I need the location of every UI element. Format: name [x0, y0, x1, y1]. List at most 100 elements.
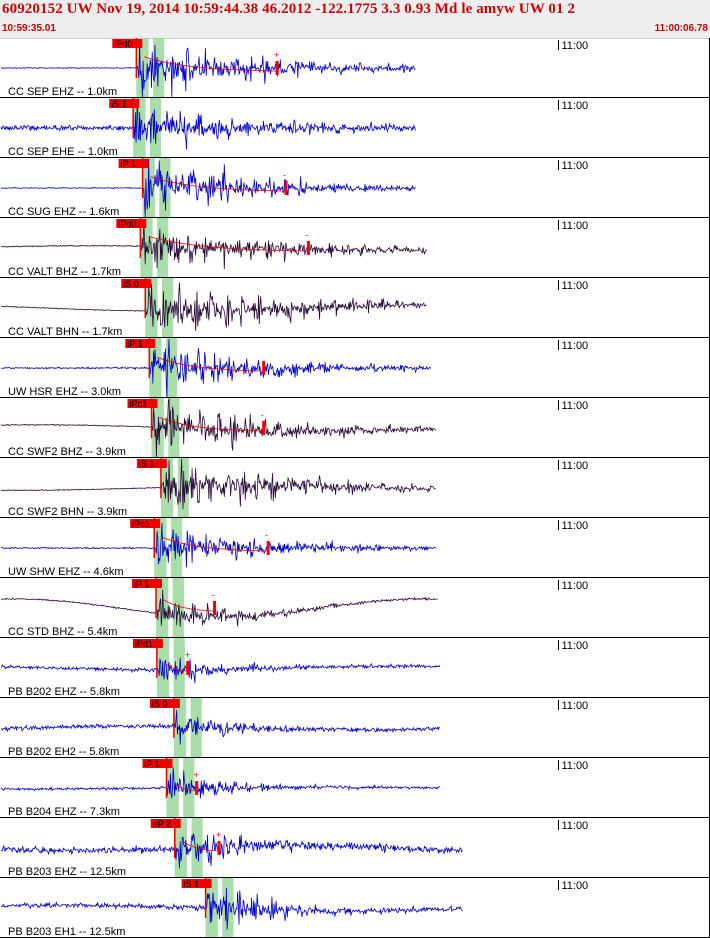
- waveform: [0, 833, 463, 869]
- coda-marker: [262, 421, 266, 435]
- pick-label: iP 1: [134, 579, 149, 589]
- pick-flag: [125, 339, 156, 348]
- pick-flag: [181, 879, 212, 888]
- time-mark-label: 11:00: [561, 40, 588, 52]
- pick-label: iS 1: [184, 879, 200, 889]
- pick-label: iP 1: [144, 759, 159, 769]
- phase-window: [170, 518, 183, 578]
- time-mark-label: 11:00: [561, 580, 588, 592]
- phase-window: [174, 818, 188, 878]
- pick-flag: [109, 99, 140, 108]
- coda-marker: [275, 61, 279, 75]
- station-label: CC SWF2 BHN -- 3.9km: [8, 506, 127, 518]
- pick-label: iS 1: [139, 459, 155, 469]
- coda-curve: [150, 176, 285, 192]
- waveform: [0, 458, 436, 510]
- coda-curve: [174, 783, 197, 792]
- pick-label: iPd1: [130, 399, 148, 409]
- pick-label: iS 0: [123, 279, 139, 289]
- pick-flag: [136, 459, 167, 468]
- coda-curve: [163, 599, 215, 612]
- waveform: [0, 219, 427, 270]
- phase-window: [149, 338, 162, 398]
- phase-window: [173, 638, 185, 698]
- coda-curve: [164, 663, 187, 672]
- polarity-mark: -: [265, 530, 268, 540]
- polarity-mark: +: [216, 830, 221, 840]
- time-mark-label: 11:00: [561, 760, 588, 772]
- polarity-mark: -: [283, 170, 286, 180]
- station-label: CC VALT BHN -- 1.7km: [8, 326, 122, 338]
- trace-panel: 11:00 iP 1 + PB B204 EHZ -- 7.3km: [0, 758, 710, 818]
- station-label: PB B203 EHZ -- 12.5km: [8, 866, 126, 878]
- station-label: CC SWF2 BHZ -- 3.9km: [8, 446, 126, 458]
- waveform: [0, 657, 441, 684]
- coda-curve: [157, 357, 264, 372]
- polarity-mark: -: [261, 410, 264, 420]
- time-mark-label: 11:00: [561, 460, 588, 472]
- phase-window: [162, 278, 174, 338]
- pick-flag: [149, 699, 180, 708]
- polarity-mark: +: [185, 650, 190, 660]
- station-label: UW HSR EHZ -- 3.0km: [8, 386, 121, 398]
- coda-curve: [144, 56, 277, 72]
- coda-marker: [262, 361, 266, 375]
- phase-window: [222, 878, 234, 938]
- station-label: CC SEP EHZ -- 1.0km: [8, 86, 117, 98]
- trace-panel: 11:00 iS 0 CC VALT BHN -- 1.7km: [0, 278, 710, 338]
- pick-flag: [132, 639, 163, 648]
- time-mark-label: 11:00: [561, 160, 588, 172]
- trace-panel: 11:00 iS 0 PB B202 EH2 -- 5.8km: [0, 698, 710, 758]
- coda-marker: [217, 841, 221, 855]
- trace-panel: 11:00 iS 1 PB B203 EH1 -- 12.5km: [0, 878, 710, 938]
- station-label: PB B202 EHZ -- 5.8km: [8, 686, 120, 698]
- coda-marker: [195, 781, 199, 795]
- polarity-mark: +: [274, 50, 279, 60]
- trace-panel: 11:00 iP 1 UW HSR EHZ -- 3.0km: [0, 338, 710, 398]
- waveform: [0, 99, 416, 150]
- pick-label: eP 2: [153, 819, 171, 829]
- trace-panel: 11:00 iPd1 - CC SWF2 BHZ -- 3.9km: [0, 397, 710, 458]
- pick-flag: [127, 399, 158, 408]
- polarity-mark: -: [212, 590, 215, 600]
- pick-label: iS 1: [111, 99, 127, 109]
- pick-label: iPd1: [135, 639, 153, 649]
- phase-window: [160, 458, 174, 518]
- waveform: [0, 709, 440, 745]
- pick-flag: [130, 519, 161, 528]
- waveform: [0, 158, 416, 218]
- station-label: CC SUG EHZ -- 1.6km: [8, 206, 119, 218]
- station-label: CC STD BHZ -- 5.4km: [8, 626, 117, 638]
- end-time-label: 11:00:06.78: [654, 23, 708, 34]
- pick-flag: [121, 279, 152, 288]
- waveform: [1, 38, 416, 98]
- phase-window: [183, 758, 195, 818]
- coda-marker: [306, 241, 310, 255]
- trace-panel: 11:00 iP 1 - CC STD BHZ -- 5.4km: [0, 578, 710, 638]
- pick-label: iP 1: [127, 339, 142, 349]
- time-mark-label: 11:00: [561, 640, 588, 652]
- phase-window: [205, 878, 218, 938]
- waveform: [0, 397, 437, 458]
- trace-panel: 11:00 iPd0 - CC VALT BHZ -- 1.7km: [0, 218, 710, 278]
- station-label: PB B202 EH2 -- 5.8km: [8, 746, 119, 758]
- seismogram-panel: 11:00 iPd0 + CC SEP EHZ -- 1.0km 11:00 iS 1 CC…: [0, 38, 710, 938]
- waveform: [0, 338, 432, 398]
- start-time-label: 10:59:35.01: [2, 23, 56, 34]
- station-label: PB B204 EHZ -- 7.3km: [8, 806, 120, 818]
- trace-panel: 11:00 iS 1 CC SWF2 BHN -- 3.9km: [0, 458, 710, 518]
- coda-curve: [162, 537, 267, 552]
- time-mark-label: 11:00: [561, 700, 588, 712]
- pick-label: iS 0: [152, 699, 168, 709]
- time-mark-label: 11:00: [561, 100, 588, 112]
- event-header: 60920152 UW Nov 19, 2014 10:59:44.38 46.…: [0, 0, 710, 39]
- trace-panel: 11:00 iPd1 + PB B202 EHZ -- 5.8km: [0, 638, 710, 698]
- waveform: [0, 767, 441, 799]
- polarity-mark: -: [305, 230, 308, 240]
- coda-marker: [266, 541, 270, 555]
- station-label: UW SHW EHZ -- 4.6km: [8, 566, 124, 578]
- pick-label: iPd0: [114, 39, 132, 49]
- phase-window: [151, 398, 164, 458]
- waveform: [1, 282, 427, 331]
- time-mark-label: 11:00: [561, 340, 588, 352]
